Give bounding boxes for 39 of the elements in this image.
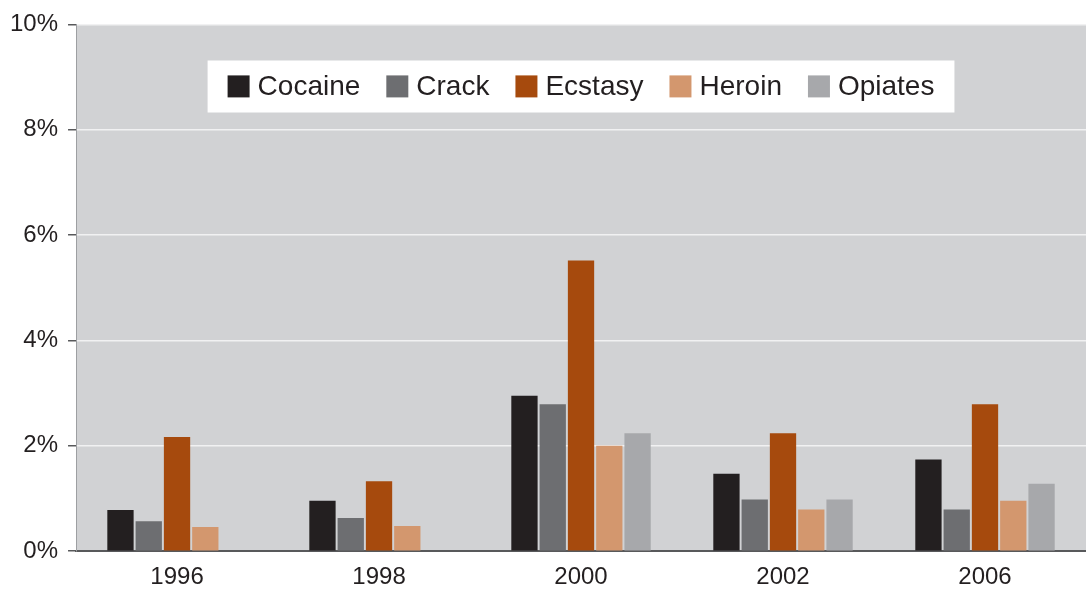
bar: [511, 395, 538, 551]
bar: [798, 509, 825, 551]
legend-label: Opiates: [837, 70, 935, 102]
x-tick-label: 2000: [554, 562, 608, 590]
bar: [1028, 483, 1055, 551]
x-tick-label: 1998: [352, 562, 406, 590]
y-tick-label: 6%: [23, 219, 59, 247]
bar: [192, 526, 219, 551]
bar: [769, 433, 797, 551]
bar: [394, 525, 421, 551]
y-tick-label: 8%: [23, 114, 59, 142]
bar: [1000, 500, 1027, 551]
y-tick-label: 4%: [23, 325, 59, 353]
y-tick-label: 10%: [9, 9, 59, 37]
legend-label: Heroin: [699, 70, 782, 102]
bar: [943, 509, 970, 551]
x-tick-label: 1996: [150, 562, 204, 590]
x-tick-label: 2002: [756, 562, 810, 590]
bar: [163, 436, 191, 551]
bar: [107, 510, 134, 551]
bar: [915, 459, 942, 551]
bar: [135, 521, 162, 551]
bar: [309, 500, 336, 551]
bar: [741, 499, 768, 551]
legend-label: Crack: [416, 70, 491, 102]
bar: [365, 481, 393, 551]
bar: [337, 518, 364, 551]
bar: [713, 473, 740, 551]
bar: [971, 404, 999, 551]
bar: [624, 433, 651, 551]
legend-label: Ecstasy: [545, 70, 644, 102]
bar: [596, 445, 623, 551]
legend-label: Cocaine: [257, 70, 361, 102]
bar: [567, 260, 595, 551]
y-tick-label: 0%: [23, 535, 59, 563]
y-tick-label: 2%: [23, 430, 59, 458]
x-tick-label: 2006: [958, 562, 1012, 590]
bar: [539, 404, 566, 551]
bar: [826, 499, 853, 551]
